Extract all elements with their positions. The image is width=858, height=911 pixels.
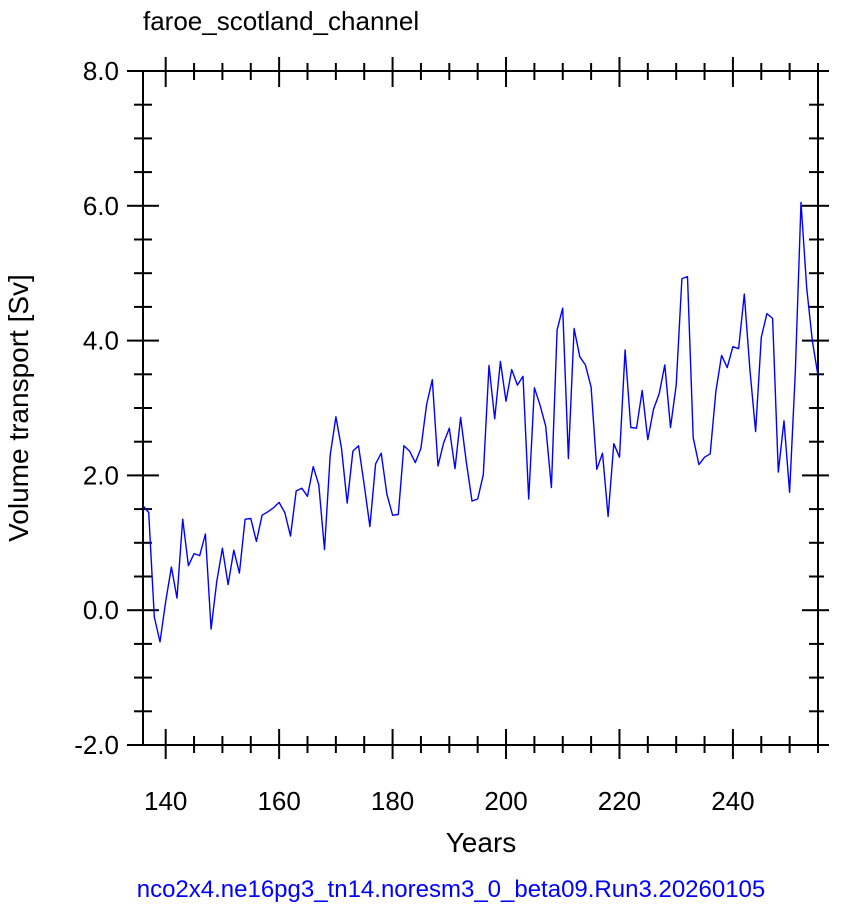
y-tick-label: 6.0	[83, 191, 119, 221]
axis-tick-labels: 140 160 180 200 220 240 -2.0 0.0 2.0 4.0 6.0 8.0	[74, 56, 754, 816]
x-tick-label: 180	[371, 786, 414, 816]
y-axis-label: Volume transport [Sv]	[3, 274, 34, 542]
chart-title: faroe_scotland_channel	[143, 6, 419, 36]
x-tick-label: 160	[257, 786, 300, 816]
y-tick-label: -2.0	[74, 730, 119, 760]
x-tick-label: 220	[598, 786, 641, 816]
x-tick-label: 140	[144, 786, 187, 816]
plot-frame	[142, 70, 819, 746]
y-tick-label: 4.0	[83, 326, 119, 356]
series-line	[142, 201, 819, 643]
y-tick-label: 8.0	[83, 56, 119, 86]
x-axis-label: Years	[446, 827, 517, 858]
y-tick-label: 2.0	[83, 460, 119, 490]
run-id-footer: nco2x4.ne16pg3_tn14.noresm3_0_beta09.Run…	[137, 876, 766, 903]
y-tick-label: 0.0	[83, 595, 119, 625]
x-tick-label: 240	[711, 786, 754, 816]
axis-ticks	[127, 57, 829, 759]
x-tick-label: 200	[484, 786, 527, 816]
